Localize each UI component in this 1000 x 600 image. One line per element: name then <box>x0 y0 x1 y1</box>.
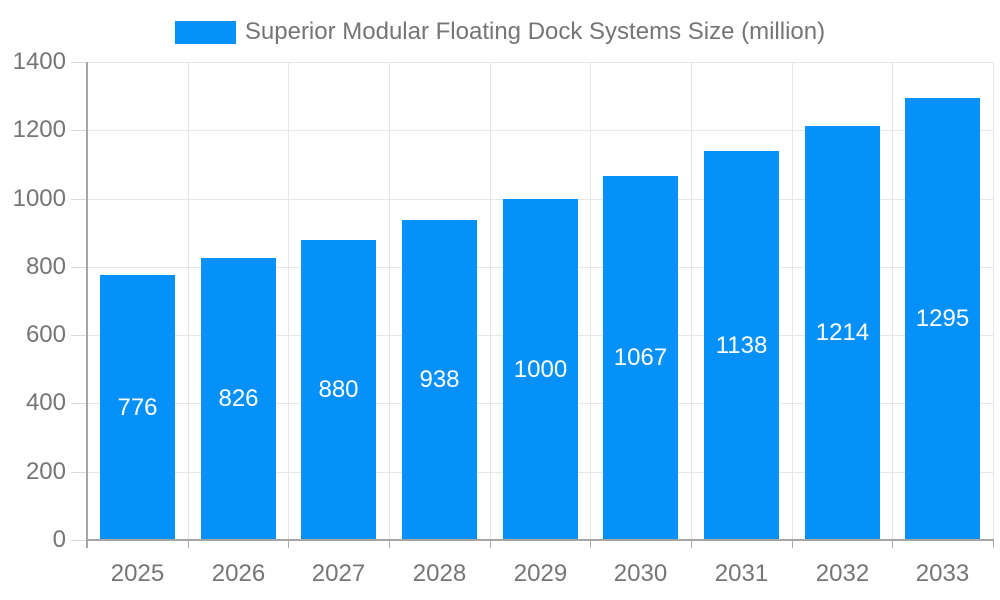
x-axis-label: 2031 <box>714 560 769 587</box>
legend-label: Superior Modular Floating Dock Systems S… <box>244 18 826 45</box>
x-axis-label: 2028 <box>412 560 467 587</box>
y-axis-tick <box>71 335 87 336</box>
bar-2026[interactable]: 826 <box>201 258 276 540</box>
y-axis-tick <box>71 403 87 404</box>
x-axis-label: 2027 <box>311 560 366 587</box>
bar-value-label: 826 <box>218 385 259 412</box>
x-axis-label: 2026 <box>211 560 266 587</box>
x-gridline <box>993 62 994 540</box>
bar-2031[interactable]: 1138 <box>704 151 779 540</box>
x-gridline <box>188 62 189 540</box>
bar-value-label: 1000 <box>513 355 568 383</box>
x-axis-tick <box>993 540 994 548</box>
x-axis-tick <box>792 540 793 548</box>
x-axis-label: 2029 <box>513 560 568 587</box>
bar-2029[interactable]: 1000 <box>503 199 578 540</box>
y-axis-label: 200 <box>25 458 66 485</box>
legend-swatch-icon <box>174 20 236 44</box>
y-axis-label: 600 <box>25 321 66 348</box>
x-gridline <box>691 62 692 540</box>
y-axis-label: 1000 <box>12 185 66 212</box>
y-axis-label: 1200 <box>12 116 66 143</box>
x-axis-tick <box>288 540 289 548</box>
bar-2033[interactable]: 1295 <box>905 98 980 540</box>
bar-2032[interactable]: 1214 <box>805 126 880 540</box>
bar-value-label: 938 <box>419 366 460 393</box>
x-axis-line <box>86 539 994 541</box>
bar-value-label: 880 <box>318 376 359 403</box>
x-axis-label: 2025 <box>110 560 165 587</box>
x-gridline <box>792 62 793 540</box>
x-gridline <box>892 62 893 540</box>
y-axis-tick <box>71 62 87 63</box>
x-gridline <box>389 62 390 540</box>
x-axis-tick <box>490 540 491 548</box>
y-axis-tick <box>71 472 87 473</box>
bar-value-label: 1138 <box>715 331 768 359</box>
x-gridline <box>590 62 591 540</box>
y-axis-tick <box>71 199 87 200</box>
y-gridline <box>87 130 993 131</box>
x-axis-tick <box>389 540 390 548</box>
x-axis-tick <box>892 540 893 548</box>
x-axis-label: 2030 <box>613 560 668 587</box>
x-axis-tick <box>188 540 189 548</box>
bar-2028[interactable]: 938 <box>402 220 477 540</box>
y-axis-tick <box>71 267 87 268</box>
x-gridline <box>490 62 491 540</box>
x-axis-tick <box>691 540 692 548</box>
bar-value-label: 1067 <box>613 344 668 371</box>
x-axis-tick <box>590 540 591 548</box>
bar-2025[interactable]: 776 <box>100 275 175 540</box>
x-axis-label: 2032 <box>815 560 870 587</box>
bar-value-label: 1295 <box>915 305 970 332</box>
y-axis-label: 800 <box>25 253 66 280</box>
y-axis-line <box>86 62 88 548</box>
y-axis-tick <box>71 130 87 131</box>
bar-2030[interactable]: 1067 <box>603 176 678 540</box>
bar-value-label: 776 <box>117 393 158 421</box>
bar-2027[interactable]: 880 <box>301 240 376 540</box>
bar-value-label: 1214 <box>815 319 870 346</box>
y-axis-label: 1400 <box>12 48 66 75</box>
y-axis-tick <box>71 540 87 541</box>
y-gridline <box>87 62 993 63</box>
legend-item[interactable]: Superior Modular Floating Dock Systems S… <box>0 17 1000 47</box>
y-axis-label: 400 <box>25 389 66 416</box>
y-axis-label: 0 <box>52 526 66 553</box>
x-gridline <box>288 62 289 540</box>
x-axis-label: 2033 <box>915 560 970 587</box>
